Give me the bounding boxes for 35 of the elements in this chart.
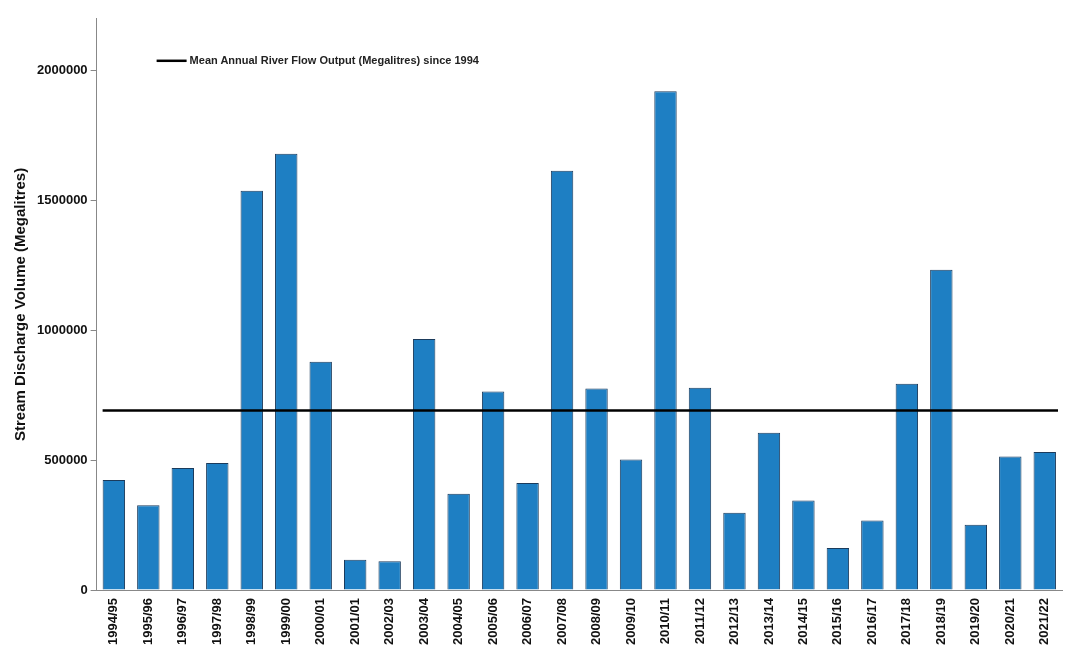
x-tick-label: 2012/13 [726,598,742,646]
x-tick-label: 2008/09 [588,598,604,646]
x-tick-label: 1998/99 [243,598,259,646]
y-axis-title: Stream Discharge Volume (Megalitres) [11,167,29,441]
x-tick-label: 2003/04 [415,597,431,646]
y-tick-label: 1500000 [36,192,88,208]
y-tick-label: 500000 [44,451,88,467]
legend-label: Mean Annual River Flow Output (Megalitres) since 1994 [189,53,480,66]
x-tick-label: 1997/98 [208,598,224,646]
x-tick-label: 1995/96 [139,598,155,646]
x-tick-label: 2001/01 [346,598,362,646]
x-tick-label: 2019/20 [967,598,983,646]
x-tick-label: 2013/14 [760,597,776,646]
x-tick-label: 2000/01 [312,598,328,646]
x-tick-label: 1999/00 [277,598,293,646]
x-tick-label: 2005/06 [484,598,500,646]
x-tick-label: 2011/12 [691,598,707,645]
x-tick-label: 2010/11 [657,598,673,645]
x-tick-label: 2006/07 [519,598,535,646]
x-tick-label: 2015/16 [829,598,845,646]
x-tick-label: 2002/03 [381,598,397,646]
x-tick-label: 2020/21 [1001,598,1017,646]
x-tick-label: 2004/05 [450,598,466,646]
x-tick-label: 1996/97 [174,598,190,646]
x-tick-label: 2018/19 [932,598,948,646]
x-tick-label: 1994/95 [105,598,121,646]
x-tick-label: 2014/15 [794,598,810,646]
x-tick-label: 2016/17 [863,598,879,646]
x-tick-label: 2021/22 [1036,598,1052,646]
x-tick-label: 2007/08 [553,598,569,646]
y-tick-label: 1000000 [36,321,88,337]
x-tick-label: 2009/10 [622,598,638,646]
y-tick-label: 0 [80,581,88,597]
y-tick-label: 2000000 [36,62,88,78]
x-tick-label: 2017/18 [898,598,914,646]
